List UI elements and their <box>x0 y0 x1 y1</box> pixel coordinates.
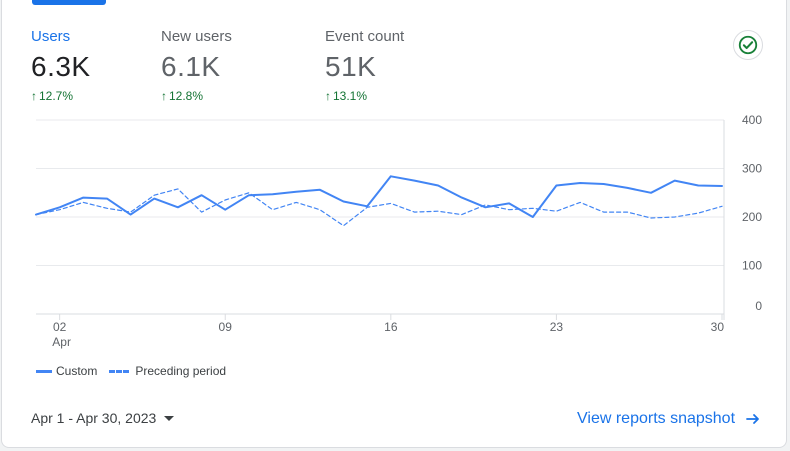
metric-value: 6.3K <box>31 51 91 82</box>
legend-label: Preceding period <box>135 364 227 378</box>
arrow-up-icon: ↑ <box>161 89 167 103</box>
y-tick-label: 300 <box>742 162 762 176</box>
legend-label: Custom <box>56 364 98 378</box>
snapshot-link-label: View reports snapshot <box>577 410 736 427</box>
metric-change: ↑ 12.8% <box>161 89 232 103</box>
metric-value: 51K <box>325 51 377 82</box>
legend-item-custom: Custom <box>36 364 97 378</box>
y-tick-label: 100 <box>742 259 762 273</box>
metric-event-count[interactable]: Event count 51K ↑ 13.1% <box>325 28 404 103</box>
metric-label: Event count <box>325 28 405 45</box>
metric-new-users[interactable]: New users 6.1K ↑ 12.8% <box>161 28 232 103</box>
date-range-label: Apr 1 - Apr 30, 2023 <box>31 410 157 426</box>
arrow-right-icon <box>746 414 759 424</box>
metric-label: New users <box>161 28 232 45</box>
metric-change-value: 13.1% <box>333 89 368 103</box>
dashed-line-icon <box>109 369 130 373</box>
x-tick-label: 30 <box>711 320 725 334</box>
x-tick-label: 16 <box>384 320 398 334</box>
x-tick-label: 02 <box>53 320 67 334</box>
arrow-up-icon: ↑ <box>31 89 37 103</box>
y-tick-label: 200 <box>742 210 762 224</box>
view-reports-snapshot-link[interactable]: View reports snapshot <box>577 410 761 428</box>
check-circle-icon[interactable] <box>733 30 763 60</box>
metric-change: ↑ 13.1% <box>325 89 404 103</box>
chart-legend: Custom Preceding period <box>36 364 238 378</box>
solid-line-icon <box>36 369 52 373</box>
metric-label: Users <box>31 28 71 45</box>
metric-change: ↑ 12.7% <box>31 89 91 103</box>
metric-change-value: 12.7% <box>39 89 74 103</box>
arrow-up-icon: ↑ <box>325 89 331 103</box>
y-tick-label: 400 <box>742 113 762 127</box>
series-line-custom <box>35 175 723 218</box>
x-tick-label: 09 <box>219 320 233 334</box>
x-tick-sublabel: Apr <box>52 335 71 349</box>
selected-metric-indicator <box>32 0 106 5</box>
metric-value: 6.1K <box>161 51 221 82</box>
metric-change-value: 12.8% <box>169 89 204 103</box>
x-tick-label: 23 <box>550 320 564 334</box>
metric-users[interactable]: Users 6.3K ↑ 12.7% <box>31 28 91 103</box>
y-tick-label: 0 <box>755 299 762 313</box>
legend-item-preceding: Preceding period <box>109 364 226 378</box>
caret-down-icon <box>164 415 175 421</box>
date-range-selector[interactable]: Apr 1 - Apr 30, 2023 <box>31 410 175 426</box>
series-line-preceding-period <box>35 188 723 227</box>
